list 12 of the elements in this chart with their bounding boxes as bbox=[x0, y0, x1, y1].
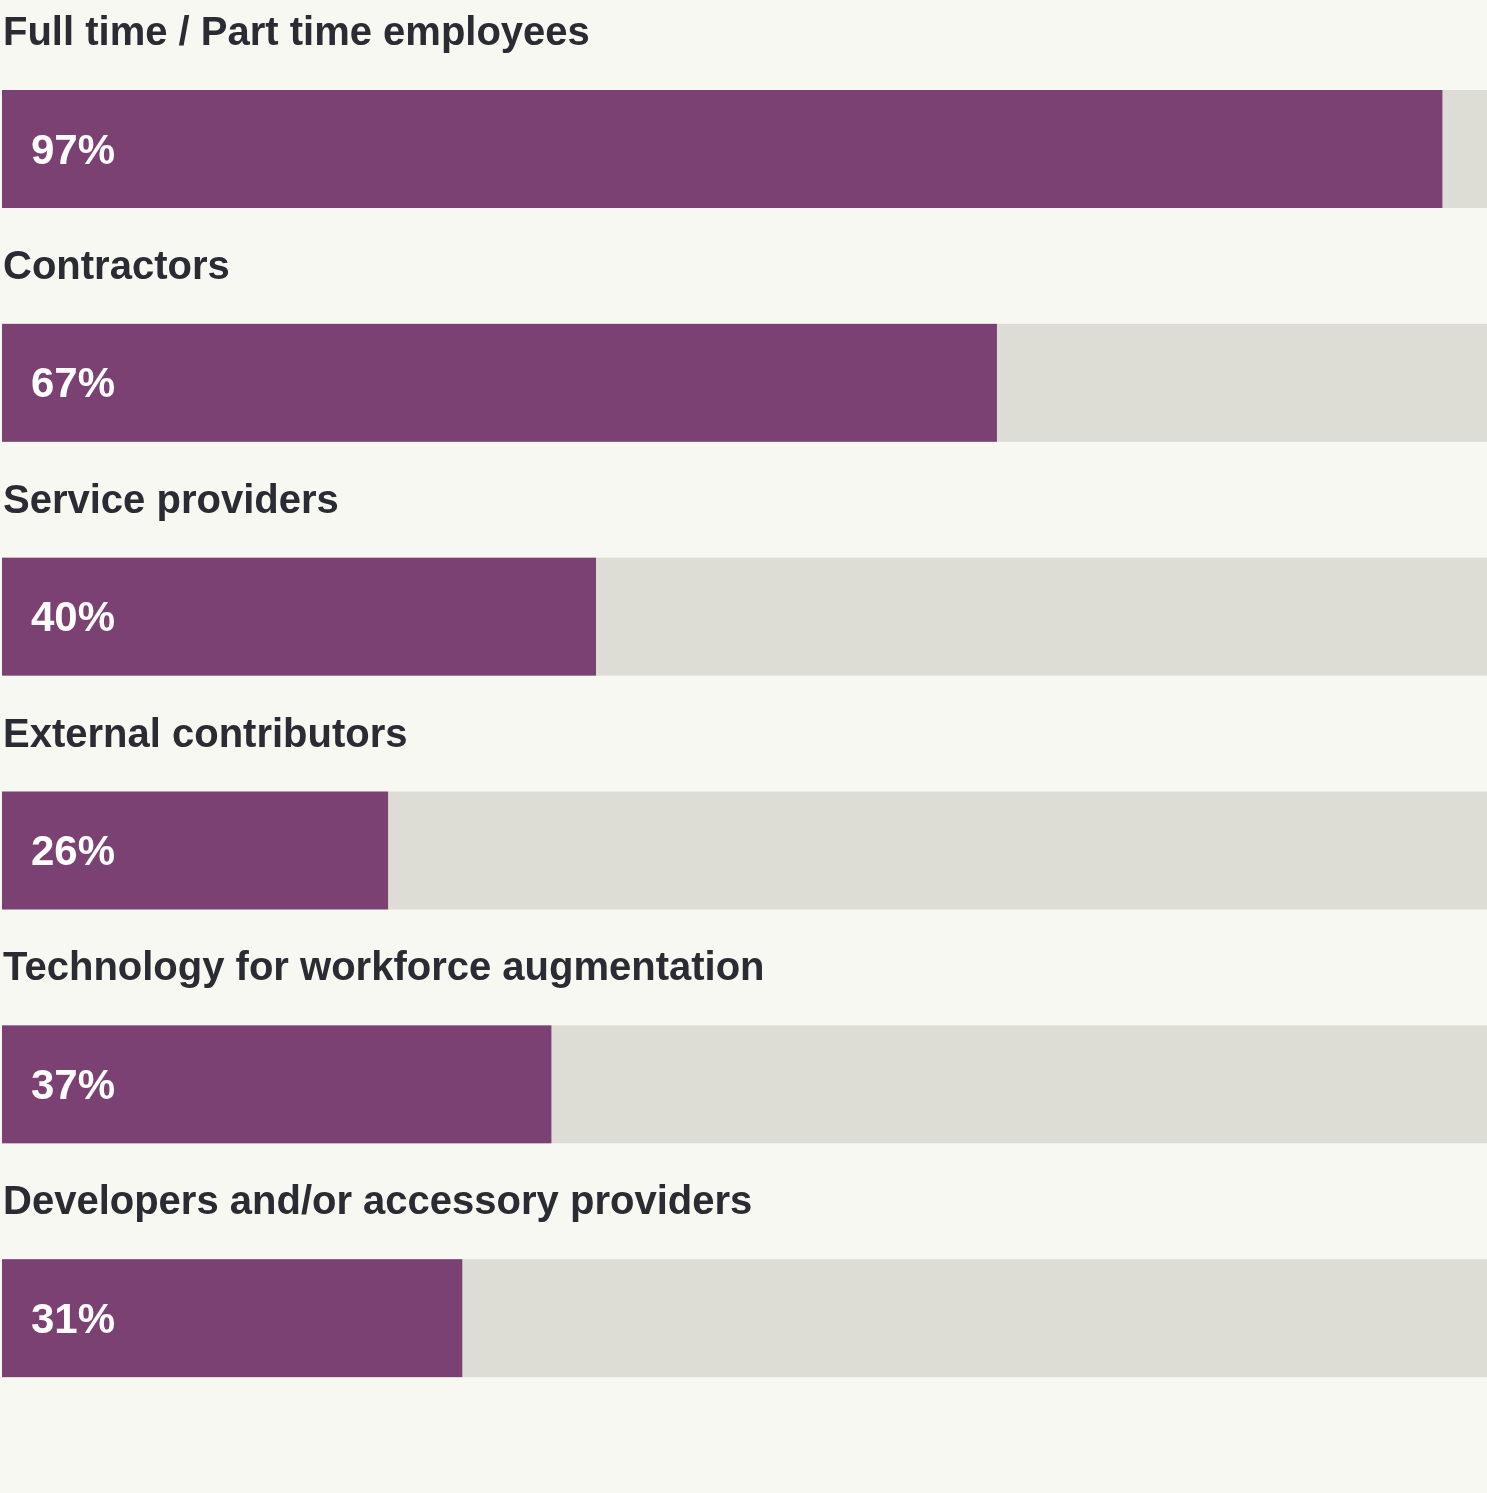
y-tick-label: Full time / Part time employees bbox=[3, 9, 590, 53]
data-label: 37% bbox=[31, 1060, 116, 1108]
data-label: 97% bbox=[31, 125, 116, 173]
data-label: 40% bbox=[31, 593, 116, 641]
y-tick-label: Technology for workforce augmentation bbox=[3, 944, 765, 989]
y-tick-label: Contractors bbox=[3, 242, 230, 287]
data-label: 31% bbox=[31, 1294, 116, 1342]
data-label: 26% bbox=[31, 827, 116, 874]
y-tick-label: Service providers bbox=[3, 476, 339, 521]
y-tick-label: External contributors bbox=[3, 710, 408, 755]
y-tick-label: Developers and/or accessory providers bbox=[3, 1178, 753, 1223]
data-label: 67% bbox=[31, 359, 116, 407]
